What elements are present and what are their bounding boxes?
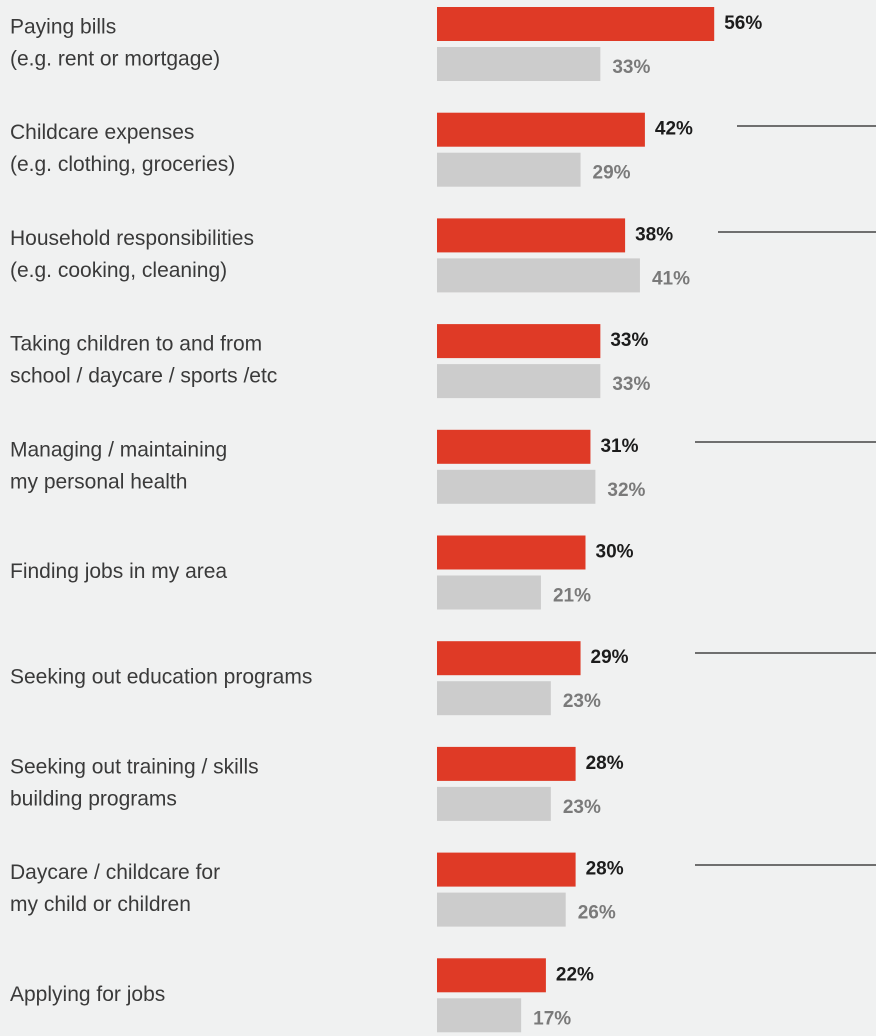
- value-label: 28%: [586, 859, 624, 880]
- category-label: (e.g. cooking, cleaning): [10, 259, 227, 282]
- value-label: 33%: [612, 374, 650, 395]
- value-label: 21%: [553, 586, 591, 607]
- category-label: Childcare expenses: [10, 121, 194, 144]
- bar: [437, 641, 581, 676]
- category-label: Seeking out training / skills: [10, 755, 259, 778]
- category-label: Taking children to and from: [10, 333, 262, 356]
- value-label: 42%: [655, 119, 693, 140]
- value-label: 23%: [563, 691, 601, 712]
- bar: [437, 892, 566, 927]
- value-label: 30%: [596, 542, 634, 563]
- bar: [437, 47, 601, 81]
- value-label: 29%: [591, 647, 629, 668]
- category-label: (e.g. clothing, groceries): [10, 153, 235, 176]
- bar: [437, 218, 626, 253]
- value-label: 23%: [563, 797, 601, 818]
- category-label: Daycare / childcare for: [10, 861, 220, 884]
- category-label: Paying bills: [10, 16, 116, 39]
- category-label: Seeking out education programs: [10, 666, 312, 689]
- category-label: my personal health: [10, 470, 187, 493]
- bar: [437, 112, 645, 147]
- value-label: 29%: [593, 163, 631, 184]
- category-label: (e.g. rent or mortgage): [10, 48, 220, 71]
- bar: [437, 681, 551, 716]
- category-label: my child or children: [10, 893, 191, 916]
- bar: [437, 324, 601, 359]
- bar: [437, 152, 581, 187]
- value-label: 26%: [578, 903, 616, 924]
- category-label: school / daycare / sports /etc: [10, 365, 277, 388]
- category-label: Managing / maintaining: [10, 438, 227, 461]
- bar: [437, 958, 546, 993]
- value-label: 28%: [586, 753, 624, 774]
- bar: [437, 258, 640, 293]
- bar: [437, 429, 591, 464]
- bar: [437, 746, 576, 781]
- category-label: building programs: [10, 787, 177, 810]
- category-label: Applying for jobs: [10, 983, 165, 1006]
- category-label: Household responsibilities: [10, 227, 254, 250]
- category-label: Finding jobs in my area: [10, 560, 227, 583]
- value-label: 33%: [612, 57, 650, 78]
- bar: [437, 575, 541, 610]
- value-label: 17%: [533, 1008, 571, 1029]
- bar: [437, 852, 576, 887]
- bar: [437, 364, 601, 399]
- value-label: 38%: [635, 224, 673, 245]
- value-label: 22%: [556, 964, 594, 985]
- value-label: 33%: [610, 330, 648, 351]
- value-label: 31%: [600, 436, 638, 457]
- bar: [437, 535, 586, 570]
- value-label: 56%: [724, 13, 762, 34]
- bar: [437, 786, 551, 821]
- bar: [437, 469, 596, 504]
- bar: [437, 998, 522, 1033]
- value-label: 32%: [607, 480, 645, 501]
- value-label: 41%: [652, 268, 690, 289]
- bar: [437, 7, 715, 41]
